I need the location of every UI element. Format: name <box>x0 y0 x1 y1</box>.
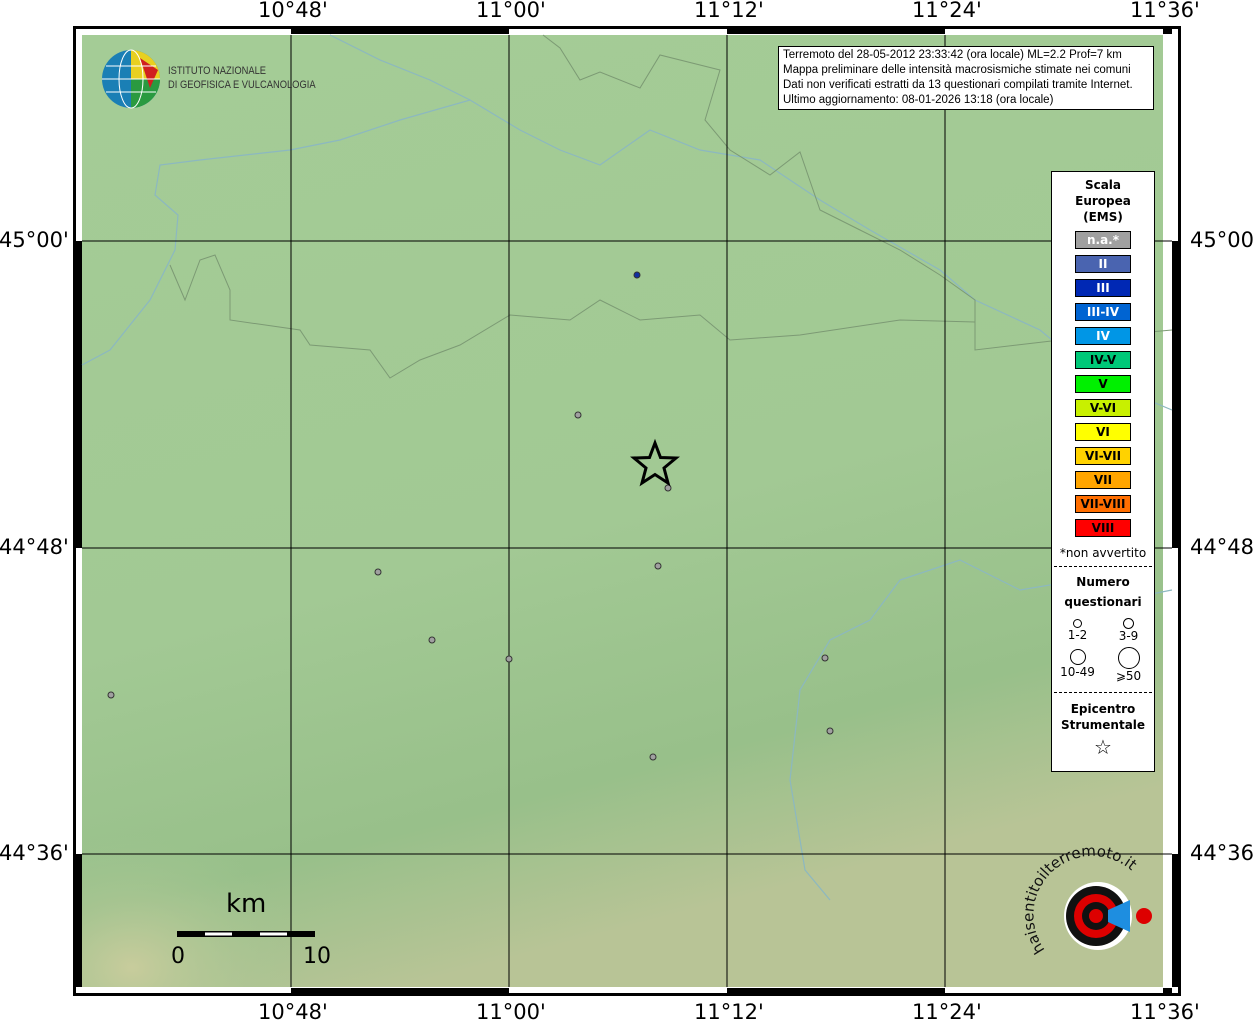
legend-swatch: n.a.* <box>1075 231 1131 249</box>
lon-tick-bottom: 10°48' <box>258 1000 328 1024</box>
count-10-49: 10-49 <box>1052 647 1103 687</box>
observation-point-na[interactable] <box>374 568 382 576</box>
observation-point-na[interactable] <box>574 411 582 419</box>
legend-note: *non avvertito <box>1059 546 1147 560</box>
lon-tick-top: 11°00' <box>476 0 546 22</box>
legend-title: Scala Europea (EMS) <box>1075 178 1131 224</box>
lon-tick-top: 11°12' <box>694 0 764 22</box>
legend-swatch: III-IV <box>1075 303 1131 321</box>
frame-ticks <box>73 26 1181 996</box>
lon-tick-top: 11°36' <box>1130 0 1200 22</box>
map-desc-line: Mappa preliminare delle intensità macros… <box>783 64 1131 76</box>
lon-tick-bottom: 11°12' <box>694 1000 764 1024</box>
lat-tick-right: 45°00' <box>1190 228 1255 252</box>
lat-tick-right: 44°48' <box>1190 535 1255 559</box>
lon-tick-top: 10°48' <box>258 0 328 22</box>
boundaries <box>169 34 1173 379</box>
update-line: Ultimo aggiornamento: 08-01-2026 13:18 (… <box>783 94 1054 106</box>
legend-swatch: VII <box>1075 471 1131 489</box>
epicenter-title: Strumentale <box>1060 718 1146 732</box>
legend-swatch: II <box>1075 255 1131 273</box>
graticule <box>82 35 1172 987</box>
count-1-2: 1-2 <box>1052 616 1103 647</box>
legend-swatch: VI <box>1075 423 1131 441</box>
observation-point-na[interactable] <box>107 691 115 699</box>
count-50: ⩾50 <box>1103 646 1154 687</box>
observation-point-na[interactable] <box>826 727 834 735</box>
lat-tick-right: 44°36' <box>1190 841 1255 865</box>
legend-swatch: VI-VII <box>1075 447 1131 465</box>
lon-tick-bottom: 11°36' <box>1130 1000 1200 1024</box>
legend-swatch: IV-V <box>1075 351 1131 369</box>
data-source-line: Dati non verificati estratti da 13 quest… <box>783 79 1133 91</box>
lat-tick-left: 45°00' <box>0 228 69 252</box>
legend-swatch: V <box>1075 375 1131 393</box>
scale-bar <box>177 931 315 937</box>
event-line: Terremoto del 28-05-2012 23:33:42 (ora l… <box>783 49 1122 61</box>
scale-max: 10 <box>303 944 331 969</box>
scale-min: 0 <box>171 944 185 969</box>
observation-point-na[interactable] <box>664 484 672 492</box>
legend-swatch: VIII <box>1075 519 1131 537</box>
lon-tick-top: 11°24' <box>912 0 982 22</box>
observation-point-na[interactable] <box>649 753 657 761</box>
lat-tick-left: 44°36' <box>0 841 69 865</box>
epicenter-title: Epicentro <box>1070 702 1136 716</box>
observation-point-ii[interactable] <box>633 271 641 279</box>
legend-swatch: III <box>1075 279 1131 297</box>
lon-tick-bottom: 11°00' <box>476 1000 546 1024</box>
ingv-logo-text: ISTITUTO NAZIONALE DI GEOFISICA E VULCANO… <box>168 65 316 91</box>
epicenter-star-icon[interactable] <box>630 438 680 487</box>
event-info-box: Terremoto del 28-05-2012 23:33:42 (ora l… <box>778 46 1154 110</box>
legend-swatch: IV <box>1075 327 1131 345</box>
legend-swatch: V-VI <box>1075 399 1131 417</box>
observation-point-na[interactable] <box>428 636 436 644</box>
observation-point-na[interactable] <box>654 562 662 570</box>
legend-swatch: VII-VIII <box>1075 495 1131 513</box>
hsit-logo[interactable]: haisentitoilterremoto.it <box>1019 842 1152 958</box>
lat-tick-left: 44°48' <box>0 535 69 559</box>
count-title: questionari <box>1064 595 1142 609</box>
legend: Scala Europea (EMS) n.a.* II III III-IV IV IV-V… <box>1051 171 1155 772</box>
observation-point-na[interactable] <box>505 655 513 663</box>
ingv-logo-icon <box>102 49 160 109</box>
scale-unit: km <box>226 889 267 919</box>
lon-tick-bottom: 11°24' <box>912 1000 982 1024</box>
count-3-9: 3-9 <box>1103 616 1154 647</box>
star-icon: ☆ <box>1094 735 1112 759</box>
count-title: Numero <box>1076 575 1130 589</box>
observation-point-na[interactable] <box>821 654 829 662</box>
